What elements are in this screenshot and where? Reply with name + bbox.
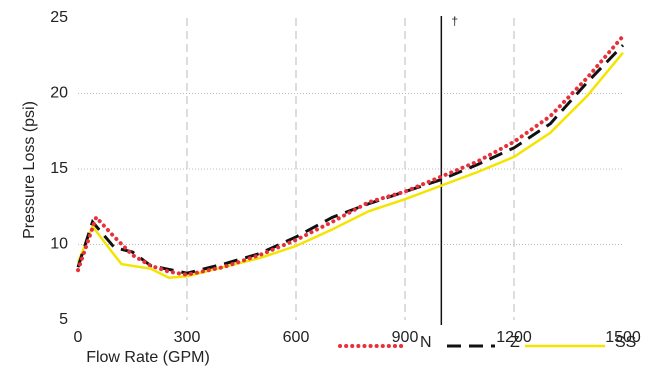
x-tick-label: 1200	[496, 329, 532, 346]
y-tick-label: 20	[50, 85, 68, 102]
legend-label: N	[420, 334, 432, 351]
x-tick-label: 900	[392, 329, 419, 346]
series-line	[76, 51, 624, 279]
legend-label: SS	[615, 334, 636, 351]
y-tick-label: 25	[50, 9, 68, 26]
x-tick-label: 300	[174, 329, 201, 346]
y-tick-label: 15	[50, 160, 68, 177]
annotation: †	[451, 14, 458, 28]
series-line	[76, 34, 625, 277]
x-tick-label: 1500	[605, 329, 641, 346]
y-tick-label: 5	[59, 311, 68, 328]
y-tick-label: 10	[50, 236, 68, 253]
x-axis-label: Flow Rate (GPM)	[86, 349, 210, 366]
y-axis-label: Pressure Loss (psi)	[21, 101, 38, 239]
series-line	[76, 44, 625, 275]
x-tick-label: 600	[283, 329, 310, 346]
legend-label: Z	[510, 334, 520, 351]
x-tick-label: 0	[74, 329, 83, 346]
